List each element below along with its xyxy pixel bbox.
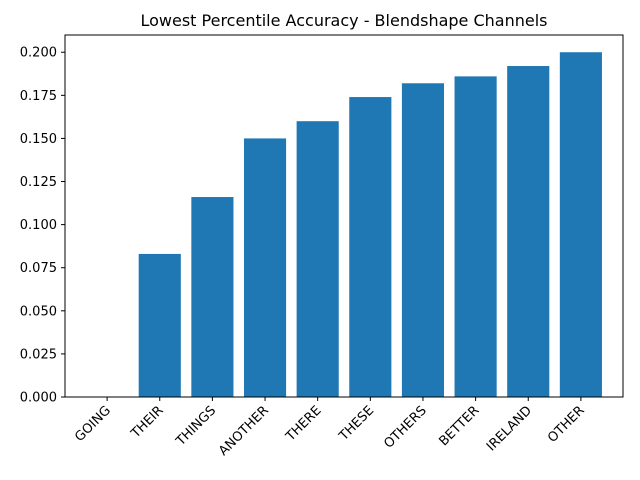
bar-things [191,197,234,397]
bar-another [243,138,287,397]
bar-their [138,253,181,397]
x-tick-label: IRELAND [484,403,535,454]
plot-frame [64,34,624,398]
y-tick-label: 0.025 [20,347,57,362]
bar-there [296,121,339,397]
chart-title: Lowest Percentile Accuracy - Blendshape … [140,11,547,30]
bar-others [401,83,445,398]
x-tick-label: THESE [336,403,377,444]
bar-better [454,76,497,397]
bar-these [349,97,392,398]
y-tick-label: 0.175 [20,89,57,104]
y-tick-label: 0.150 [20,132,57,147]
y-axis: 0.000 0.025 0.050 0.075 0.100 0.125 0.150 0.175… [20,46,65,406]
y-tick-label: 0.000 [20,391,57,406]
x-tick-label: GOING [72,403,114,445]
bar-other [559,52,602,397]
x-tick-label: OTHER [545,403,588,446]
y-tick-label: 0.200 [20,46,57,61]
x-tick-label: THEIR [128,403,167,442]
y-tick-label: 0.125 [20,175,57,190]
y-tick-label: 0.100 [20,218,57,233]
x-tick-label: THERE [283,403,325,445]
y-tick-label: 0.075 [20,261,57,276]
x-tick-label: THINGS [173,403,219,449]
x-tick-label: ANOTHER [216,403,272,459]
bar-ireland [507,66,550,398]
bars-group [138,52,602,398]
y-tick-label: 0.050 [20,304,57,319]
x-tick-label: BETTER [436,403,482,449]
x-tick-label: OTHERS [381,403,429,451]
